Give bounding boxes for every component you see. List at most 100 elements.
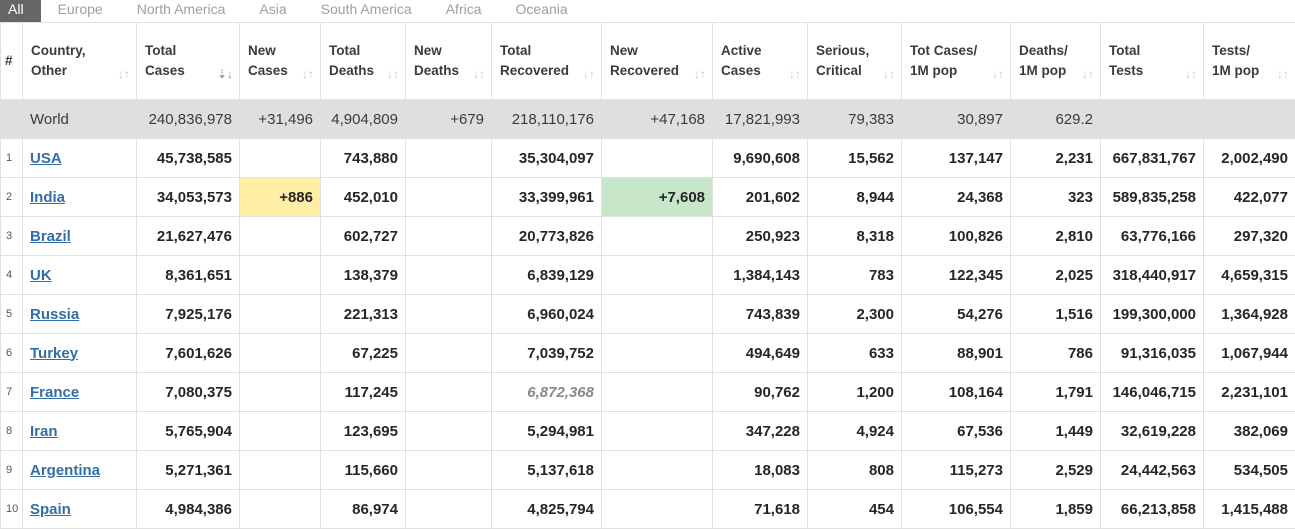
- sort-arrows-icon[interactable]: ↓↑: [694, 64, 706, 84]
- tab-asia[interactable]: Asia: [242, 0, 303, 22]
- cell-total-tests: 589,835,258: [1101, 178, 1204, 217]
- cell-tests-1m: 2,002,490: [1204, 139, 1295, 178]
- column-header-deaths-1m[interactable]: Deaths/ 1M pop↓↑: [1011, 23, 1101, 100]
- cell-active-cases: 201,602: [713, 178, 808, 217]
- cell-idx: 1: [1, 139, 23, 178]
- cell-new-deaths: [406, 451, 492, 490]
- column-header-label: Total Recovered: [500, 41, 593, 81]
- cell-new-deaths: [406, 412, 492, 451]
- tab-oceania[interactable]: Oceania: [499, 0, 585, 22]
- tab-north-america[interactable]: North America: [120, 0, 243, 22]
- cell-tot-cases-1m: 67,536: [902, 412, 1011, 451]
- cell-new-recovered: [602, 373, 713, 412]
- country-link[interactable]: USA: [30, 150, 62, 167]
- cell-serious-critical: 633: [808, 334, 902, 373]
- cell-tests-1m: 422,077: [1204, 178, 1295, 217]
- cell-total-cases: 21,627,476: [137, 217, 240, 256]
- column-header-total-tests[interactable]: Total Tests↓↑: [1101, 23, 1204, 100]
- cell-deaths-1m: 2,025: [1011, 256, 1101, 295]
- cell-new-deaths: [406, 139, 492, 178]
- column-header-new-deaths[interactable]: New Deaths↓↑: [406, 23, 492, 100]
- country-link[interactable]: Iran: [30, 423, 58, 440]
- country-link[interactable]: Argentina: [30, 462, 100, 479]
- sort-arrows-icon[interactable]: ↓↑: [473, 64, 485, 84]
- sort-arrows-icon[interactable]: ↓↑: [1185, 64, 1197, 84]
- cell-new-cases: +886: [240, 178, 321, 217]
- country-link[interactable]: Russia: [30, 306, 79, 323]
- sort-arrows-icon[interactable]: ↓↑: [302, 64, 314, 84]
- cell-total-cases: 240,836,978: [137, 100, 240, 139]
- cell-active-cases: 9,690,608: [713, 139, 808, 178]
- cell-active-cases: 494,649: [713, 334, 808, 373]
- sort-arrows-icon[interactable]: ↓↑: [583, 64, 595, 84]
- cell-total-deaths: 86,974: [321, 490, 406, 529]
- tab-africa[interactable]: Africa: [429, 0, 499, 22]
- cell-deaths-1m: 323: [1011, 178, 1101, 217]
- country-link[interactable]: Spain: [30, 501, 71, 518]
- cell-total-deaths: 138,379: [321, 256, 406, 295]
- cell-total-cases: 5,271,361: [137, 451, 240, 490]
- country-link[interactable]: France: [30, 384, 79, 401]
- cell-total-tests: 318,440,917: [1101, 256, 1204, 295]
- sort-arrows-icon[interactable]: ↓↑: [387, 64, 399, 84]
- cell-total-recovered: 4,825,794: [492, 490, 602, 529]
- cell-total-tests: 667,831,767: [1101, 139, 1204, 178]
- cell-tot-cases-1m: 137,147: [902, 139, 1011, 178]
- country-link[interactable]: India: [30, 189, 65, 206]
- column-header-total-recovered[interactable]: Total Recovered↓↑: [492, 23, 602, 100]
- tab-all[interactable]: All: [0, 0, 41, 22]
- column-header-new-cases[interactable]: New Cases↓↑: [240, 23, 321, 100]
- sort-arrows-icon[interactable]: ↓↑: [883, 64, 895, 84]
- sort-arrows-icon[interactable]: ↓↑: [992, 64, 1004, 84]
- column-header-label: Serious, Critical: [816, 41, 893, 81]
- cell-total-tests: 146,046,715: [1101, 373, 1204, 412]
- cell-new-deaths: [406, 490, 492, 529]
- country-link[interactable]: Brazil: [30, 228, 71, 245]
- column-header-tests-1m[interactable]: Tests/ 1M pop↓↑: [1204, 23, 1295, 100]
- cell-country: UK: [23, 256, 137, 295]
- cell-country: World: [23, 100, 137, 139]
- cell-total-tests: 199,300,000: [1101, 295, 1204, 334]
- cell-tot-cases-1m: 30,897: [902, 100, 1011, 139]
- cell-new-deaths: [406, 217, 492, 256]
- column-header-serious-critical[interactable]: Serious, Critical↓↑: [808, 23, 902, 100]
- cell-total-cases: 4,984,386: [137, 490, 240, 529]
- column-header-total-cases[interactable]: Total Cases⇣↓: [137, 23, 240, 100]
- tab-south-america[interactable]: South America: [304, 0, 429, 22]
- column-header-active-cases[interactable]: Active Cases↓↑: [713, 23, 808, 100]
- cell-new-cases: +31,496: [240, 100, 321, 139]
- sort-arrows-icon[interactable]: ↓↑: [1082, 64, 1094, 84]
- cell-serious-critical: 15,562: [808, 139, 902, 178]
- cell-total-tests: 66,213,858: [1101, 490, 1204, 529]
- cell-tot-cases-1m: 24,368: [902, 178, 1011, 217]
- tab-europe[interactable]: Europe: [41, 0, 120, 22]
- cell-deaths-1m: 1,449: [1011, 412, 1101, 451]
- cell-total-recovered: 33,399,961: [492, 178, 602, 217]
- column-header-tot-cases-1m[interactable]: Tot Cases/ 1M pop↓↑: [902, 23, 1011, 100]
- cell-new-recovered: +47,168: [602, 100, 713, 139]
- cell-total-deaths: 67,225: [321, 334, 406, 373]
- sort-arrows-icon[interactable]: ⇣↓: [217, 64, 233, 84]
- cell-new-cases: [240, 451, 321, 490]
- column-header-label: Tot Cases/ 1M pop: [910, 41, 1002, 81]
- column-header-new-recovered[interactable]: New Recovered↓↑: [602, 23, 713, 100]
- cell-tot-cases-1m: 108,164: [902, 373, 1011, 412]
- column-header-country[interactable]: Country, Other↓↑: [23, 23, 137, 100]
- cell-total-deaths: 4,904,809: [321, 100, 406, 139]
- cell-active-cases: 743,839: [713, 295, 808, 334]
- sort-arrows-icon[interactable]: ↓↑: [1277, 64, 1289, 84]
- country-link[interactable]: UK: [30, 267, 52, 284]
- cell-total-cases: 7,080,375: [137, 373, 240, 412]
- cell-total-recovered: 5,294,981: [492, 412, 602, 451]
- sort-arrows-icon[interactable]: ↓↑: [789, 64, 801, 84]
- column-header-label: Active Cases: [721, 41, 799, 81]
- cell-total-tests: 91,316,035: [1101, 334, 1204, 373]
- country-link[interactable]: Turkey: [30, 345, 78, 362]
- sort-arrows-icon[interactable]: ↓↑: [118, 64, 130, 84]
- column-header-total-deaths[interactable]: Total Deaths↓↑: [321, 23, 406, 100]
- cell-deaths-1m: 2,231: [1011, 139, 1101, 178]
